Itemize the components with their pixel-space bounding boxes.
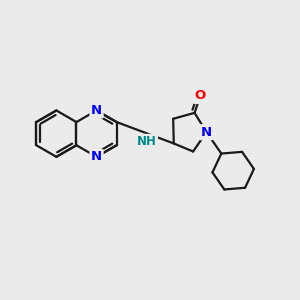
Text: N: N — [201, 126, 212, 139]
Text: N: N — [91, 104, 102, 117]
Text: N: N — [91, 150, 102, 163]
Text: O: O — [195, 89, 206, 102]
Text: NH: NH — [137, 135, 157, 148]
